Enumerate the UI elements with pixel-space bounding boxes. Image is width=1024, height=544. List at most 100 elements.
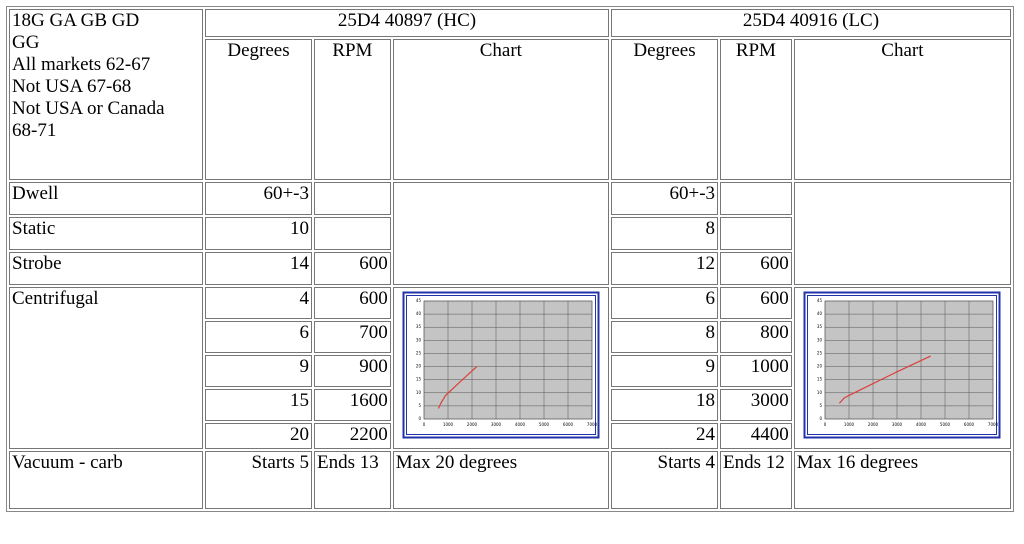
row-label: Centrifugal	[9, 287, 203, 449]
y-tick-label: 30	[817, 337, 823, 342]
empty-chart-cell	[392, 182, 609, 285]
empty-chart-cell	[793, 182, 1011, 285]
y-tick-label: 25	[817, 350, 823, 355]
y-tick-label: 0	[418, 416, 421, 421]
y-tick-label: 35	[817, 324, 823, 329]
rpm-cell: 900	[314, 355, 391, 387]
row-label: Dwell	[9, 182, 203, 215]
model-cell: 18G GA GB GD GG All markets 62-67 Not US…	[9, 9, 203, 180]
x-tick-label: 4000	[916, 422, 927, 427]
y-tick-label: 40	[817, 311, 823, 316]
x-tick-label: 6000	[964, 422, 975, 427]
y-tick-label: 30	[416, 337, 422, 342]
empty-cell	[314, 217, 391, 250]
vacuum-end: Ends 13	[314, 451, 391, 509]
timing-table: 18G GA GB GD GG All markets 62-67 Not US…	[6, 6, 1014, 512]
degrees-cell: 10	[204, 217, 312, 250]
empty-cell	[314, 182, 391, 215]
degrees-cell: 8	[610, 321, 719, 353]
y-tick-label: 35	[416, 324, 422, 329]
rpm-cell: 600	[720, 252, 792, 285]
column-header: RPM	[720, 39, 792, 180]
degrees-cell: 60+-3	[610, 182, 719, 215]
degrees-cell: 6	[204, 321, 312, 353]
column-header: Chart	[392, 39, 609, 180]
x-tick-label: 7000	[587, 422, 598, 427]
x-tick-label: 5000	[539, 422, 550, 427]
x-tick-label: 1000	[844, 422, 855, 427]
advance-chart: 0 5 10 15 20 25 30 35 40 45 0 1000 2000 3000 4000 5000 6…	[402, 291, 600, 439]
rpm-cell: 2200	[314, 423, 391, 449]
x-tick-label: 7000	[988, 422, 999, 427]
rpm-cell: 600	[314, 287, 391, 319]
rpm-cell: 800	[720, 321, 792, 353]
column-header: Degrees	[204, 39, 312, 180]
degrees-cell: 6	[610, 287, 719, 319]
vacuum-start: Starts 4	[610, 451, 719, 509]
rpm-cell: 700	[314, 321, 391, 353]
x-tick-label: 2000	[868, 422, 879, 427]
y-tick-label: 20	[416, 364, 422, 369]
vacuum-start: Starts 5	[204, 451, 312, 509]
x-tick-label: 2000	[467, 422, 478, 427]
rpm-cell: 3000	[720, 389, 792, 421]
vacuum-max: Max 20 degrees	[392, 451, 609, 509]
row-label: Strobe	[9, 252, 203, 285]
y-tick-label: 5	[820, 403, 823, 408]
vacuum-max: Max 16 degrees	[793, 451, 1011, 509]
y-tick-label: 25	[416, 350, 422, 355]
y-tick-label: 20	[817, 364, 823, 369]
degrees-cell: 4	[204, 287, 312, 319]
model-line: Not USA 67-68	[12, 76, 132, 97]
degrees-cell: 12	[610, 252, 719, 285]
y-tick-label: 10	[817, 390, 823, 395]
y-tick-label: 40	[416, 311, 422, 316]
rpm-cell: 1600	[314, 389, 391, 421]
y-tick-label: 5	[418, 403, 421, 408]
row-label: Static	[9, 217, 203, 250]
chart-cell: 0 5 10 15 20 25 30 35 40 45 0 1000 2000 3000 4000 5000 6…	[793, 287, 1011, 449]
model-line: GG	[12, 32, 40, 53]
vacuum-end: Ends 12	[720, 451, 792, 509]
model-line: Not USA or Canada	[12, 98, 165, 119]
x-tick-label: 0	[824, 422, 827, 427]
advance-chart: 0 5 10 15 20 25 30 35 40 45 0 1000 2000 3000 4000 5000 6…	[803, 291, 1001, 439]
lc-header: 25D4 40916 (LC)	[610, 9, 1011, 37]
degrees-cell: 9	[204, 355, 312, 387]
column-header: Degrees	[610, 39, 719, 180]
advance-line	[839, 355, 932, 404]
plot-area	[825, 300, 994, 420]
chart-cell: 0 5 10 15 20 25 30 35 40 45 0 1000 2000 3000 4000 5000 6…	[392, 287, 609, 449]
advance-line	[437, 366, 478, 409]
chart-inner-frame	[807, 295, 998, 435]
x-tick-label: 0	[423, 422, 426, 427]
chart-inner-frame	[405, 295, 596, 435]
degrees-cell: 60+-3	[204, 182, 312, 215]
empty-cell	[720, 182, 792, 215]
degrees-cell: 15	[204, 389, 312, 421]
x-tick-label: 1000	[443, 422, 454, 427]
x-tick-label: 6000	[563, 422, 574, 427]
model-line: 68-71	[12, 120, 57, 141]
degrees-cell: 18	[610, 389, 719, 421]
degrees-cell: 8	[610, 217, 719, 250]
x-tick-label: 4000	[515, 422, 526, 427]
degrees-cell: 24	[610, 423, 719, 449]
x-tick-label: 3000	[892, 422, 903, 427]
plot-area	[423, 300, 593, 420]
rpm-cell: 1000	[720, 355, 792, 387]
y-tick-label: 10	[416, 390, 422, 395]
rpm-cell: 600	[314, 252, 391, 285]
degrees-cell: 20	[204, 423, 312, 449]
y-tick-label: 0	[820, 416, 823, 421]
x-tick-label: 5000	[940, 422, 951, 427]
x-tick-label: 3000	[491, 422, 502, 427]
column-header: RPM	[314, 39, 391, 180]
empty-cell	[720, 217, 792, 250]
degrees-cell: 14	[204, 252, 312, 285]
rpm-cell: 600	[720, 287, 792, 319]
y-tick-label: 15	[416, 377, 422, 382]
column-header: Chart	[793, 39, 1011, 180]
y-tick-label: 15	[817, 377, 823, 382]
